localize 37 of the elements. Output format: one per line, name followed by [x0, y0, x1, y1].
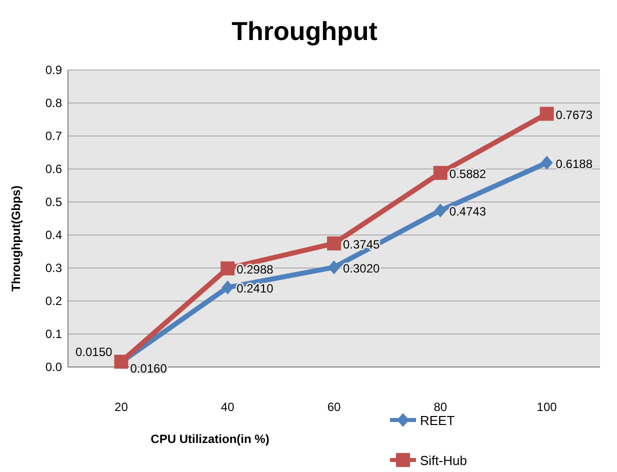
x-axis-title: CPU Utilization(in %) [150, 432, 270, 446]
point [220, 261, 235, 276]
point [540, 106, 554, 121]
x-tick-label: 60 [327, 400, 341, 414]
y-tick-label: 0.2 [45, 294, 62, 308]
y-tick-label: 0.6 [45, 162, 62, 176]
y-tick-label: 0.9 [45, 63, 62, 77]
data-label: 0.2988 [236, 262, 274, 276]
data-label: 0.0150 [75, 345, 113, 360]
x-tick-label: 40 [220, 400, 235, 414]
y-tick-label: 0.8 [45, 96, 62, 110]
point [540, 156, 553, 170]
data-label: 0.6188 [556, 156, 593, 171]
data-label: 0.4743 [449, 204, 486, 218]
chart-title: Throughput [232, 16, 378, 46]
point [434, 203, 446, 218]
data-label: 0.0160 [130, 362, 168, 376]
legend-label: REET [420, 413, 455, 428]
data-label: 0.2410 [236, 281, 274, 296]
point [328, 260, 340, 274]
data-label: 0.7673 [556, 108, 593, 122]
point [327, 236, 341, 250]
y-tick-label: 0.0 [45, 360, 62, 374]
x-tick-label: 80 [434, 400, 448, 414]
point [222, 280, 234, 294]
y-tick-label: 0.7 [45, 129, 62, 143]
data-label: 0.3020 [343, 261, 380, 276]
y-tick-label: 0.5 [45, 195, 62, 209]
legend-label: Sift-Hub [420, 453, 467, 468]
y-axis-title: Throughput(Gbps) [9, 186, 23, 292]
y-tick-label: 0.3 [45, 261, 62, 275]
x-tick-label: 100 [536, 400, 558, 414]
y-tick-label: 0.4 [45, 228, 62, 242]
point [433, 166, 448, 180]
data-label: 0.5882 [449, 166, 486, 181]
x-tick-label: 20 [114, 400, 128, 414]
y-tick-label: 0.1 [45, 327, 62, 341]
